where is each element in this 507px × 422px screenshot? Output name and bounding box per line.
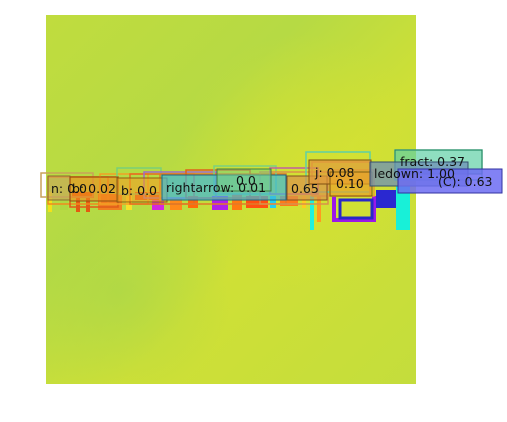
detection-label: b: 0.0 <box>121 183 157 198</box>
detection-label: n: 0.0 <box>51 181 87 196</box>
detection-label: ledown: 1.00 <box>374 166 455 181</box>
detection-label: j: 0.08 <box>314 165 355 180</box>
detection-label: (C): 0.63 <box>438 174 493 189</box>
detection-labels: 0.0 n: 0.0 b: 0.02 b: 0.0 rightarrow: 0.… <box>51 154 493 198</box>
detection-label: 0.65 <box>291 181 319 196</box>
label-backgrounds <box>47 149 503 203</box>
detection-label: fract: 0.37 <box>400 154 465 169</box>
detection-label: 0.10 <box>336 176 364 191</box>
detection-label: b: 0.02 <box>72 181 116 196</box>
detection-label: rightarrow: 0.01 <box>166 180 266 195</box>
detection-label: 0.0 <box>236 173 256 188</box>
